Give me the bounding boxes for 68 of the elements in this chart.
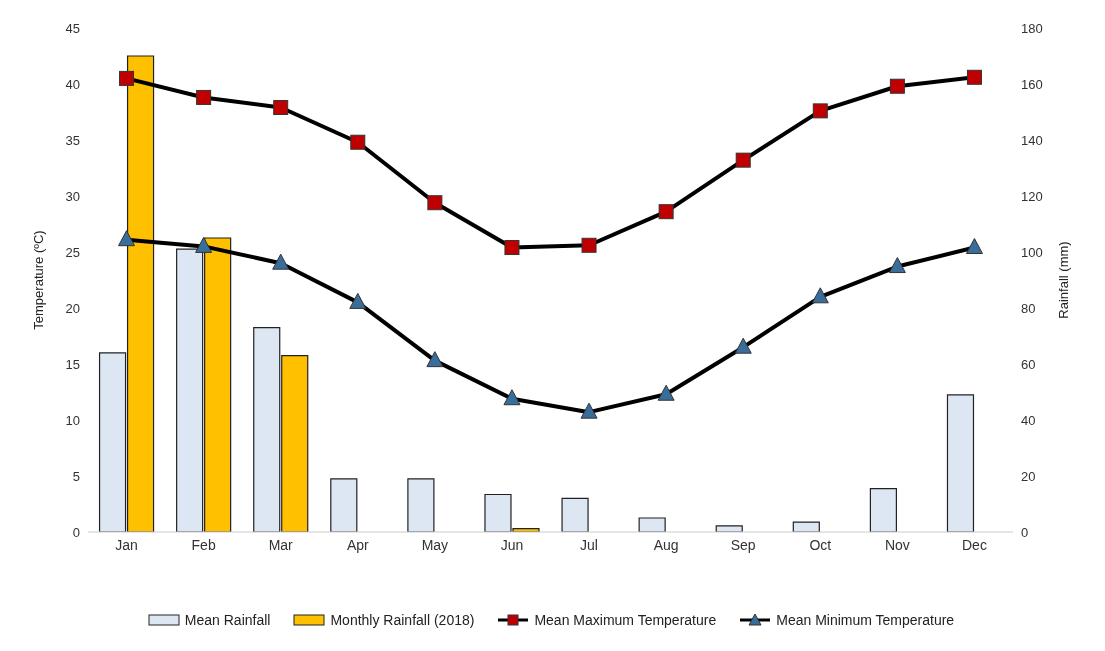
point xyxy=(426,351,444,368)
bar xyxy=(561,497,589,532)
y-tick-label: 30 xyxy=(65,188,80,204)
y2-tick-label: 120 xyxy=(1021,188,1043,204)
x-tick-label: Mar xyxy=(268,536,294,553)
point xyxy=(657,384,675,401)
y2-tick-label: 180 xyxy=(1021,20,1043,36)
bar xyxy=(946,394,975,532)
x-tick-label: Oct xyxy=(809,536,832,553)
point xyxy=(734,337,752,354)
y2-axis-title: Rainfall (mm) xyxy=(1055,241,1071,319)
y2-tick-label: 60 xyxy=(1021,356,1036,372)
point xyxy=(889,78,905,94)
x-tick-label: Apr xyxy=(346,536,370,553)
y2-tick-label: 40 xyxy=(1021,412,1036,428)
point xyxy=(196,89,212,105)
y2-tick-label: 0 xyxy=(1021,524,1029,540)
point xyxy=(427,195,443,211)
legend-label: Monthly Rainfall (2018) xyxy=(330,612,475,628)
point xyxy=(349,292,367,309)
point xyxy=(966,69,982,85)
point xyxy=(812,103,828,119)
point xyxy=(888,257,906,274)
point xyxy=(735,152,751,168)
point xyxy=(118,230,136,247)
point xyxy=(272,253,290,270)
legend-label: Mean Rainfall xyxy=(184,612,271,628)
legend-label: Mean Maximum Temperature xyxy=(534,612,717,628)
x-tick-label: Aug xyxy=(653,536,679,553)
legend-label: Mean Minimum Temperature xyxy=(776,612,955,628)
x-tick-label: Sep xyxy=(730,536,756,553)
y2-tick-label: 160 xyxy=(1021,76,1043,92)
y-tick-label: 10 xyxy=(65,412,80,428)
bar xyxy=(638,517,666,532)
y-tick-label: 20 xyxy=(65,300,80,316)
point xyxy=(350,134,366,150)
x-tick-label: Jan xyxy=(115,536,138,553)
bar xyxy=(407,478,435,532)
y-tick-label: 45 xyxy=(65,20,80,36)
point xyxy=(965,238,983,255)
point xyxy=(195,236,213,253)
point xyxy=(503,389,521,406)
y-tick-label: 40 xyxy=(65,76,80,92)
point xyxy=(273,100,289,116)
x-tick-label: May xyxy=(421,536,449,553)
x-tick-label: Jul xyxy=(580,536,598,553)
x-tick-label: Nov xyxy=(884,536,910,553)
y2-tick-label: 20 xyxy=(1021,468,1036,484)
point xyxy=(580,402,598,419)
y-tick-label: 35 xyxy=(65,132,80,148)
x-tick-label: Jun xyxy=(500,536,524,553)
bar xyxy=(330,478,358,532)
bar xyxy=(869,488,897,532)
y-tick-label: 5 xyxy=(72,468,80,484)
y2-tick-label: 100 xyxy=(1021,244,1043,260)
y-axis-title: Temperature (ºC) xyxy=(30,230,46,330)
y-tick-label: 0 xyxy=(72,524,80,540)
point xyxy=(581,237,597,253)
y-tick-label: 25 xyxy=(65,244,80,260)
x-tick-label: Feb xyxy=(191,536,216,553)
point xyxy=(811,287,829,304)
point xyxy=(504,240,520,256)
point xyxy=(119,70,135,86)
y2-tick-label: 80 xyxy=(1021,300,1036,316)
point xyxy=(658,204,674,220)
y-tick-label: 15 xyxy=(65,356,80,372)
x-tick-label: Dec xyxy=(962,536,987,553)
y2-tick-label: 140 xyxy=(1021,132,1043,148)
